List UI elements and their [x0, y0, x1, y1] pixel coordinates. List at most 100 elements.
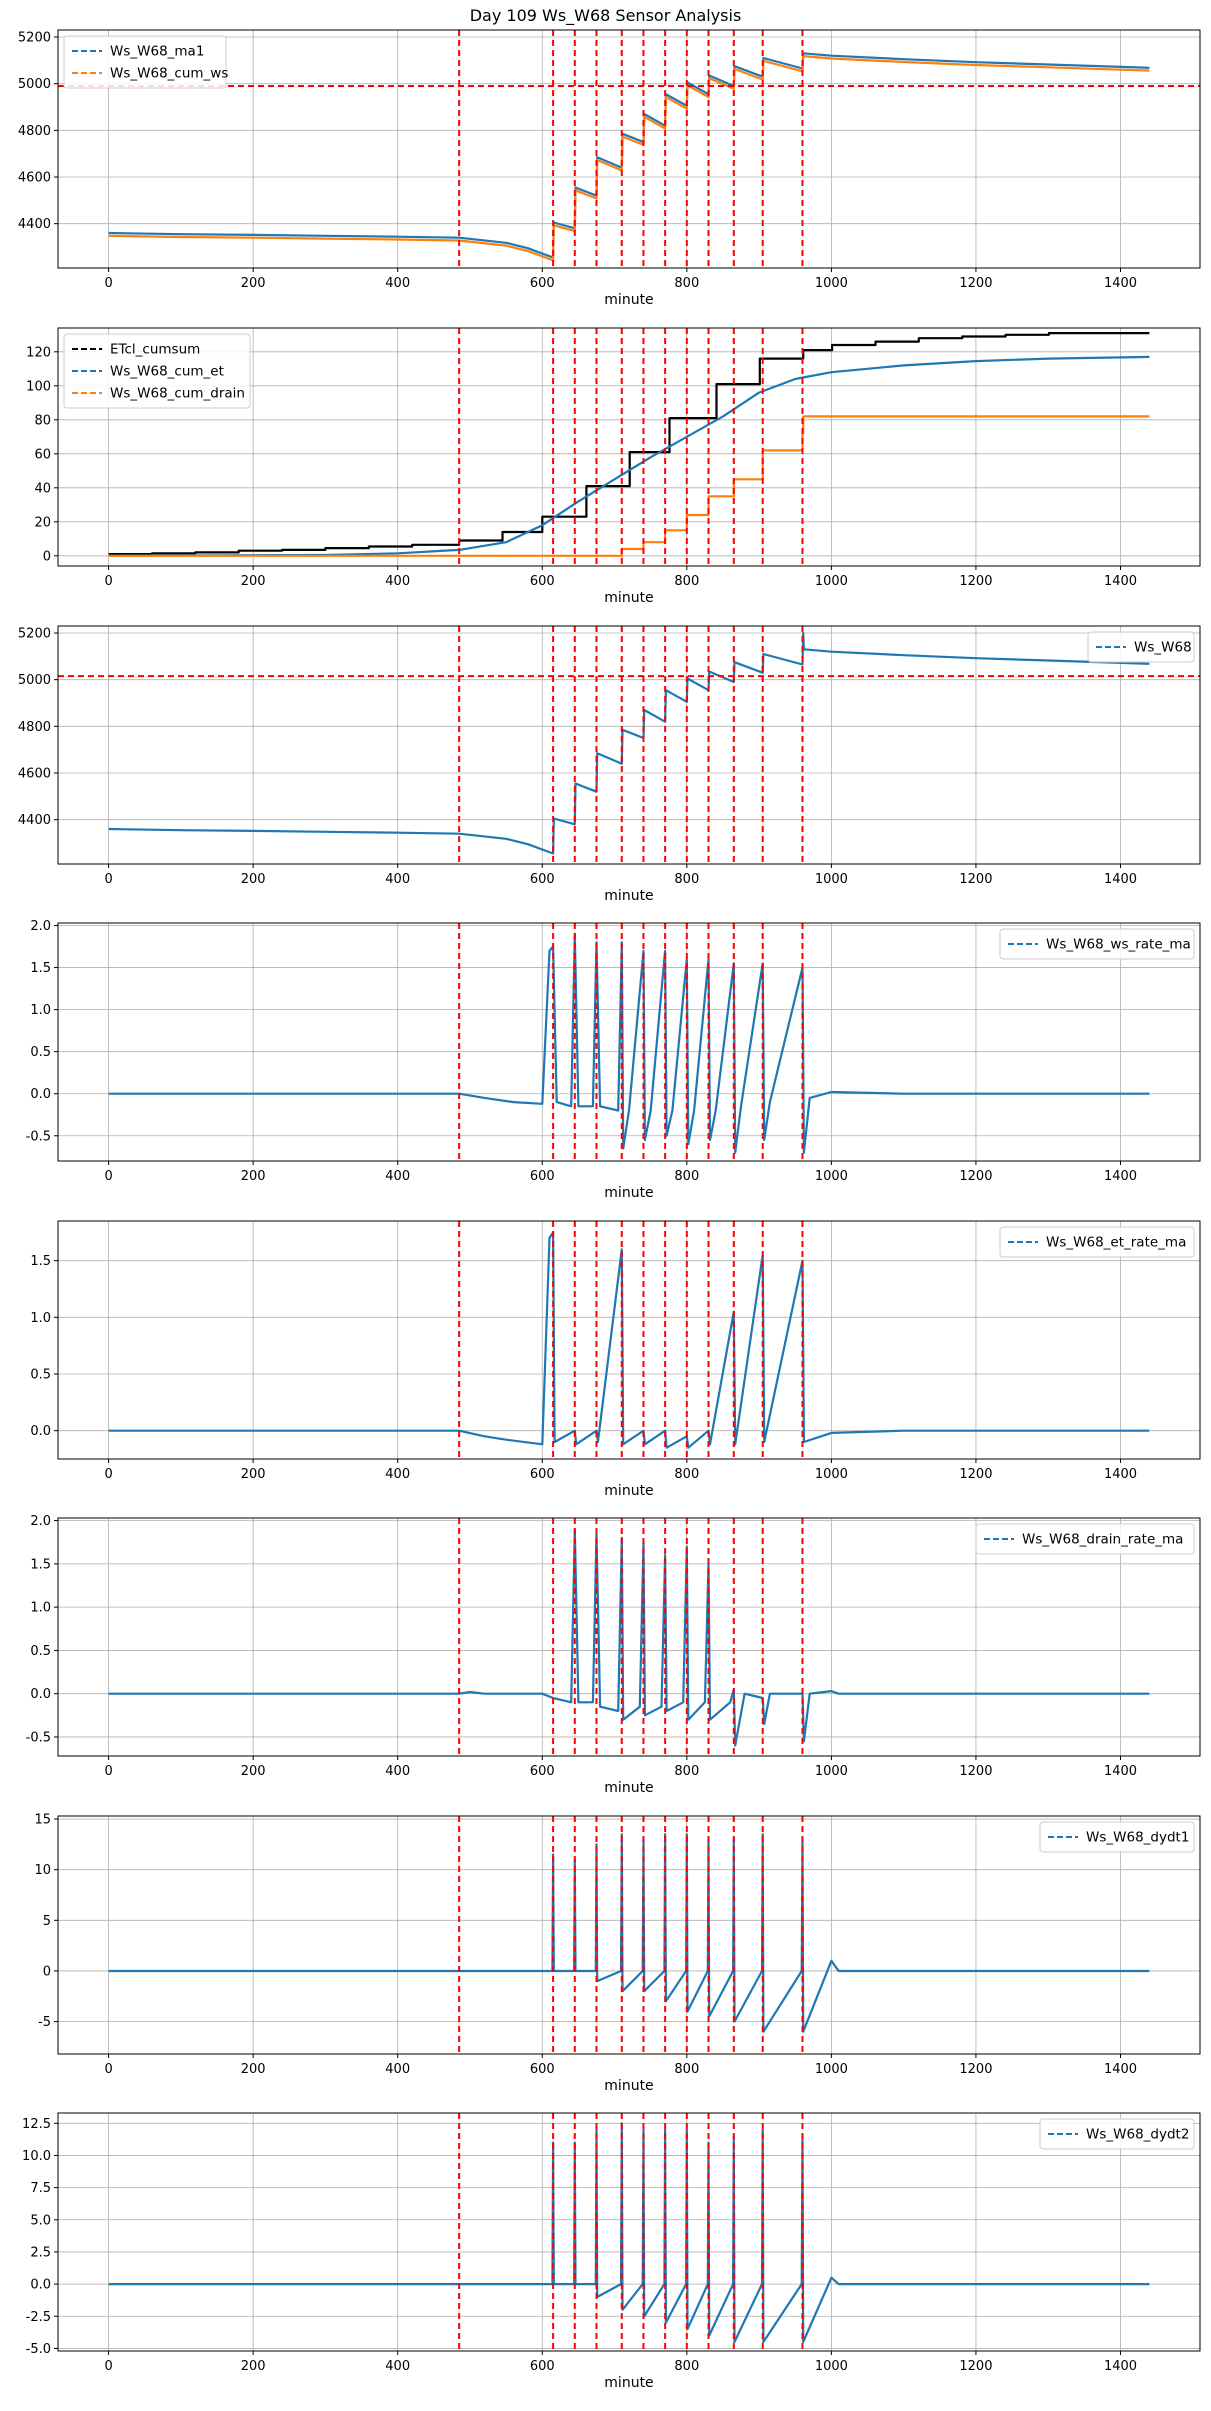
y-tick-label: 2.0 — [30, 1514, 51, 1529]
x-tick-label: 1200 — [959, 872, 992, 887]
x-tick-label: 1000 — [815, 1467, 848, 1482]
y-tick-label: 1.0 — [30, 1601, 51, 1616]
x-tick-label: 0 — [104, 2359, 112, 2374]
x-tick-label: 200 — [241, 872, 266, 887]
x-axis-label: minute — [604, 590, 653, 606]
x-tick-label: 1000 — [815, 1764, 848, 1779]
subplot-4: 0 200 400 600 800 1000 1200 1400 -0.5 0.0 0.5 1.0 1.… — [26, 919, 1201, 1201]
y-tick-label: 20 — [34, 515, 51, 530]
plot-area — [58, 626, 1200, 864]
legend: Ws_W68_et_rate_ma — [999, 1226, 1195, 1258]
y-tick-label: -0.5 — [26, 1129, 51, 1144]
legend-label: Ws_W68_drain_rate_ma — [1022, 1532, 1183, 1548]
x-tick-label: 0 — [104, 1764, 112, 1779]
y-tick-label: 5.0 — [30, 2213, 51, 2228]
x-tick-label: 1000 — [815, 2359, 848, 2374]
x-tick-label: 200 — [241, 574, 266, 589]
y-tick-label: -5.0 — [26, 2342, 51, 2357]
x-axis-label: minute — [604, 888, 653, 904]
x-tick-label: 1400 — [1104, 276, 1137, 291]
y-tick-label: 1.0 — [30, 1003, 51, 1018]
y-tick-label: 10.0 — [22, 2149, 51, 2164]
x-tick-label: 1400 — [1104, 872, 1137, 887]
y-tick-label: 0 — [43, 549, 51, 564]
x-axis-label: minute — [604, 1780, 653, 1796]
y-tick-label: 0.5 — [30, 1644, 51, 1659]
x-tick-label: 1400 — [1104, 2359, 1137, 2374]
x-tick-label: 800 — [674, 574, 699, 589]
y-tick-label: 15 — [34, 1813, 51, 1828]
legend: Ws_W68_drain_rate_ma — [975, 1523, 1195, 1555]
y-tick-label: 0.0 — [30, 1687, 51, 1702]
x-tick-label: 1200 — [959, 574, 992, 589]
legend-label: Ws_W68_ws_rate_ma — [1046, 937, 1191, 953]
plot-area — [108, 1221, 1150, 1459]
subplot-7: 0 200 400 600 800 1000 1200 1400 -5 0 5 10 15 minute W… — [34, 1813, 1201, 2094]
legend-box — [999, 928, 1195, 960]
y-tick-label: -0.5 — [26, 1730, 51, 1745]
y-tick-label: 5200 — [18, 627, 51, 642]
y-tick-label: 60 — [34, 447, 51, 462]
legend-box — [1039, 2118, 1195, 2150]
x-tick-label: 1200 — [959, 1467, 992, 1482]
x-tick-label: 400 — [385, 2062, 410, 2077]
x-tick-label: 1000 — [815, 574, 848, 589]
x-tick-label: 400 — [385, 1467, 410, 1482]
y-tick-label: 1.5 — [30, 1254, 51, 1269]
x-tick-label: 0 — [104, 574, 112, 589]
figure-title: Day 109 Ws_W68 Sensor Analysis — [470, 6, 742, 26]
series-line-Ws_W68 — [108, 631, 1150, 855]
subplot-2: 0 200 400 600 800 1000 1200 1400 0 20 40 60 80 100 120… — [26, 327, 1201, 606]
x-tick-label: 1000 — [815, 2062, 848, 2077]
legend: Ws_W68_ma1 Ws_W68_cum_ws — [63, 35, 228, 89]
x-tick-label: 800 — [674, 1169, 699, 1184]
x-tick-label: 200 — [241, 1467, 266, 1482]
legend-label: Ws_W68_cum_drain — [110, 386, 245, 402]
x-tick-label: 200 — [241, 1764, 266, 1779]
legend-label: ETcl_cumsum — [110, 342, 200, 358]
x-tick-label: 800 — [674, 2062, 699, 2077]
series-line-Ws_W68_dydt1 — [108, 1833, 1150, 2033]
series-line-Ws_W68_dydt2 — [108, 2122, 1150, 2344]
y-tick-label: 0.0 — [30, 1087, 51, 1102]
x-tick-label: 200 — [241, 1169, 266, 1184]
axes-frame — [57, 1220, 1201, 1460]
y-tick-label: -2.5 — [26, 2310, 51, 2325]
axes-frame — [57, 625, 1201, 865]
x-tick-label: 1400 — [1104, 2062, 1137, 2077]
y-tick-label: 100 — [26, 379, 51, 394]
subplot-6: 0 200 400 600 800 1000 1200 1400 -0.5 0.0 0.5 1.0 1.… — [26, 1514, 1201, 1796]
y-tick-label: 1.5 — [30, 1557, 51, 1572]
plot-area — [108, 1816, 1150, 2054]
legend-label: Ws_W68_et_rate_ma — [1046, 1235, 1186, 1251]
axes-frame — [57, 327, 1201, 567]
x-axis-label: minute — [604, 2375, 653, 2391]
legend: Ws_W68_dydt1 — [1039, 1821, 1195, 1853]
y-tick-label: 7.5 — [30, 2181, 51, 2196]
x-tick-label: 800 — [674, 2359, 699, 2374]
legend-box — [63, 333, 251, 409]
x-tick-label: 0 — [104, 2062, 112, 2077]
x-tick-label: 800 — [674, 1764, 699, 1779]
x-tick-label: 800 — [674, 872, 699, 887]
y-tick-label: 4400 — [18, 813, 51, 828]
y-tick-label: 1.0 — [30, 1311, 51, 1326]
x-tick-label: 1400 — [1104, 1467, 1137, 1482]
y-tick-label: 0 — [43, 1964, 51, 1979]
x-tick-label: 0 — [104, 276, 112, 291]
subplots-container: 0 200 400 600 800 1000 1200 1400440046004800500… — [18, 29, 1201, 2391]
x-tick-label: 1000 — [815, 872, 848, 887]
x-axis-label: minute — [604, 292, 653, 308]
x-tick-label: 1200 — [959, 1764, 992, 1779]
x-tick-label: 600 — [530, 1467, 555, 1482]
series-line-Ws_W68_drain_rate_ma — [108, 1528, 1150, 1747]
y-tick-label: 80 — [34, 413, 51, 428]
x-tick-label: 400 — [385, 2359, 410, 2374]
series-line-Ws_W68_cum_et — [108, 355, 1150, 557]
y-tick-label: 1.5 — [30, 961, 51, 976]
legend: Ws_W68 — [1087, 631, 1195, 663]
x-tick-label: 400 — [385, 1169, 410, 1184]
plot-area — [108, 328, 1150, 566]
y-tick-label: -5 — [38, 2015, 51, 2030]
